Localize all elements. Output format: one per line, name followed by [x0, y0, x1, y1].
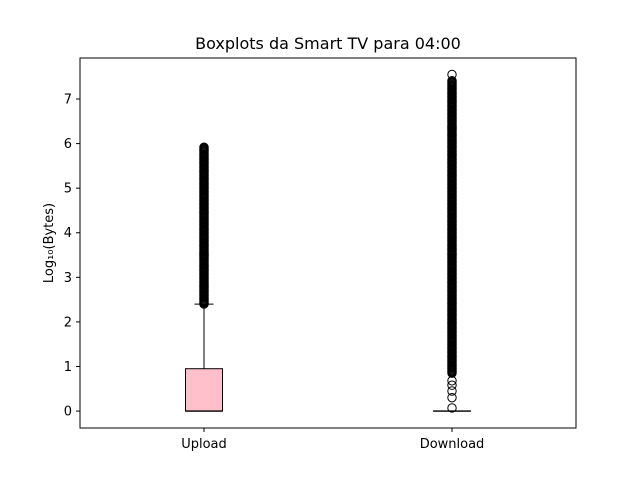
box-iqr	[185, 368, 223, 412]
outlier-point	[447, 376, 457, 386]
outlier-point	[447, 403, 457, 413]
chart-title: Boxplots da Smart TV para 04:00	[195, 34, 461, 53]
y-axis-label: Log₁₀(Bytes)	[42, 203, 57, 283]
x-tick-label: Download	[420, 437, 485, 452]
y-tick-label: 7	[64, 93, 72, 108]
y-tick-label: 6	[64, 137, 72, 152]
y-tick-label: 5	[64, 182, 72, 197]
y-tick-label: 1	[64, 360, 72, 375]
x-tick-label: Upload	[181, 437, 227, 452]
y-tick-label: 4	[64, 226, 72, 241]
y-tick-label: 0	[64, 405, 72, 420]
outlier-point	[447, 76, 457, 86]
plot-area	[79, 57, 577, 429]
outlier-point	[447, 69, 457, 80]
outlier-point	[199, 142, 209, 152]
y-tick-label: 2	[64, 315, 72, 330]
outlier-point	[447, 392, 457, 403]
chart-marks: 0 1 2 3 4 5 6 7 Upload Download	[64, 69, 485, 452]
outlier-point	[447, 380, 457, 390]
y-tick-label: 3	[64, 271, 72, 286]
outlier-point	[447, 386, 457, 396]
